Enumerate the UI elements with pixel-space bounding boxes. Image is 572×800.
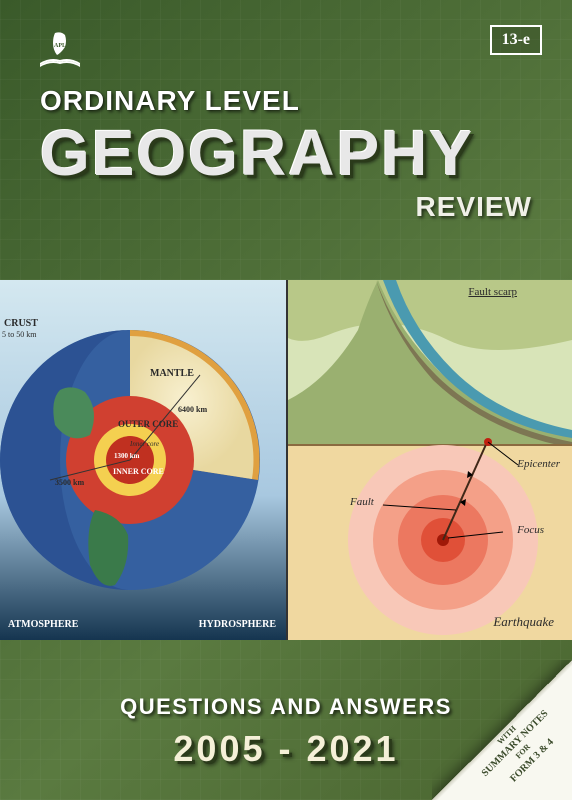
fault-label: Fault <box>350 496 374 508</box>
fault-scarp-label: Fault scarp <box>468 286 517 298</box>
earth-structure-diagram: STRUCTURE OF THE EARTH <box>0 280 288 640</box>
main-title: GEOGRAPHY <box>40 121 542 185</box>
edition-badge: 13-e <box>490 25 542 55</box>
radius-1300: 1300 km <box>114 452 139 460</box>
diagram-row: STRUCTURE OF THE EARTH <box>0 280 572 640</box>
focus-label: Focus <box>517 524 544 536</box>
earthquake-diagram: Fault scarp Epicenter Fault Focus Earthq… <box>288 280 572 640</box>
book-cover: APL 13-e ORDINARY LEVEL GEOGRAPHY REVIEW… <box>0 0 572 800</box>
atmosphere-label: ATMOSPHERE <box>8 619 78 630</box>
outer-core-label: OUTER CORE <box>118 420 178 429</box>
inner-core-small-label: Inner core <box>130 440 159 448</box>
earthquake-label: Earthquake <box>493 614 554 630</box>
epicenter-label: Epicenter <box>517 458 560 470</box>
crust-label: CRUST <box>4 318 38 329</box>
level-text: ORDINARY LEVEL <box>40 85 542 117</box>
title-block: ORDINARY LEVEL GEOGRAPHY REVIEW <box>0 85 572 223</box>
page-curl: WITH SUMMARY NOTES FOR FORM 3 & 4 <box>432 660 572 800</box>
crust-depth-label: 5 to 50 km <box>2 330 36 339</box>
mantle-label: MANTLE <box>150 368 194 379</box>
inner-core-label: INNER CORE <box>113 468 164 476</box>
publisher-logo: APL <box>35 25 85 70</box>
hydrosphere-label: HYDROSPHERE <box>199 619 276 630</box>
radius-3500: 3500 km <box>55 478 84 487</box>
radius-6400: 6400 km <box>178 405 207 414</box>
subtitle: REVIEW <box>40 191 542 223</box>
svg-text:APL: APL <box>54 43 66 49</box>
